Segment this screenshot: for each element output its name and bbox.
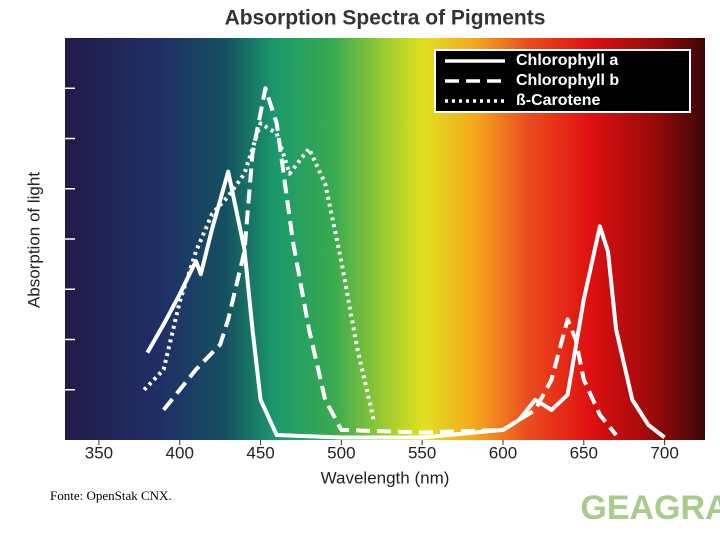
legend-label: ß-Carotene (516, 92, 601, 109)
x-tick-label: 400 (166, 443, 194, 462)
y-axis-label: Absorption of light (24, 172, 43, 308)
x-tick-label: 650 (570, 443, 598, 462)
x-axis-label: Wavelength (nm) (321, 468, 450, 487)
x-tick-label: 550 (408, 443, 436, 462)
series-line (142, 121, 376, 421)
series-line (162, 86, 618, 437)
x-tick-label: 600 (489, 443, 517, 462)
x-tick-label: 450 (246, 443, 274, 462)
chart-title: Absorption Spectra of Pigments (225, 7, 546, 30)
x-tick-label: 350 (85, 443, 113, 462)
series-line (145, 169, 666, 440)
legend-label: Chlorophyll b (516, 72, 619, 89)
x-tick-label: 500 (327, 443, 355, 462)
source-note: Fonte: OpenStak CNX. (50, 488, 172, 503)
legend-label: Chlorophyll a (516, 52, 618, 69)
x-tick-label: 700 (650, 443, 678, 462)
logo: GEAGRA (580, 489, 720, 527)
